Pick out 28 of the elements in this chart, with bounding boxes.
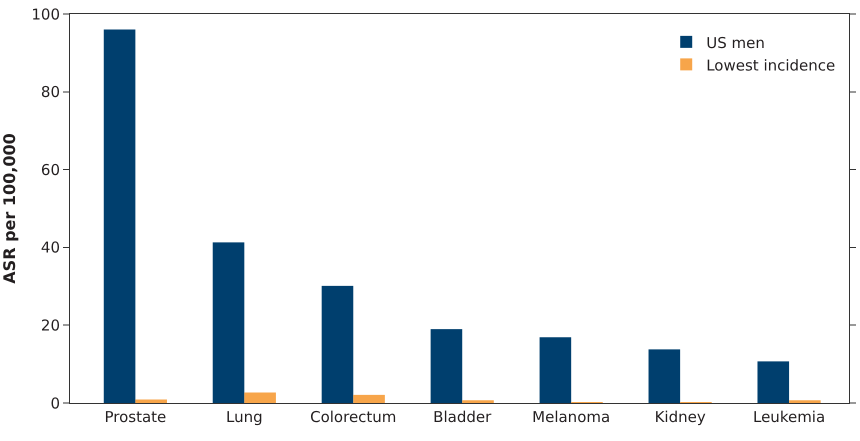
y-axis-title: ASR per 100,000: [0, 133, 19, 284]
x-tick-label: Lung: [226, 408, 263, 426]
y-tick-label: 80: [40, 83, 60, 102]
x-tick-label: Melanoma: [532, 408, 610, 426]
bar: [462, 400, 494, 403]
y-tick-label: 100: [31, 5, 60, 24]
bar: [540, 337, 572, 403]
x-tick-label: Leukemia: [752, 408, 826, 426]
bar: [212, 242, 244, 403]
bar: [104, 30, 136, 403]
y-tick-label: 40: [40, 238, 60, 257]
legend-label: Lowest incidence: [706, 56, 836, 74]
y-tick-label: 20: [40, 316, 60, 334]
x-tick-label: Colorectum: [310, 408, 396, 426]
y-tick-label: 0: [50, 394, 60, 412]
x-tick-label: Kidney: [654, 408, 706, 426]
x-tick-label: Bladder: [433, 408, 492, 426]
bar: [789, 400, 821, 403]
bar: [430, 329, 462, 403]
bar: [244, 392, 276, 403]
bar: [135, 400, 167, 403]
bar: [353, 394, 385, 403]
bar: [648, 349, 680, 403]
bar: [757, 361, 790, 403]
legend-label: US men: [706, 34, 765, 52]
bar: [322, 286, 354, 403]
x-tick-label: Prostate: [104, 408, 166, 426]
y-tick-label: 60: [40, 160, 60, 179]
